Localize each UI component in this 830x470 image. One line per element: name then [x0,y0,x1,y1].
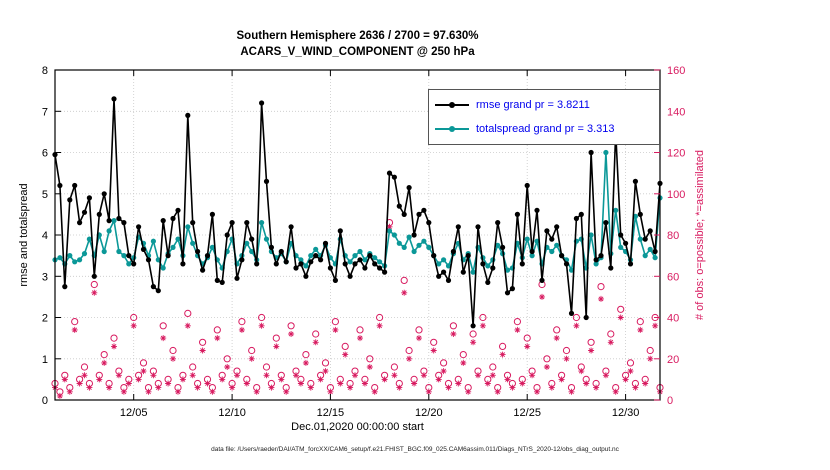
svg-text:20: 20 [667,354,679,366]
svg-text:3: 3 [42,271,48,283]
series-totalspread [52,149,663,275]
svg-text:160: 160 [667,65,685,77]
svg-text:0: 0 [42,395,48,407]
svg-text:0: 0 [667,395,673,407]
svg-text:12/30: 12/30 [612,407,640,419]
chart-title-line1: Southern Hemisphere 2636 / 2700 = 97.630… [236,30,479,42]
legend: rmse grand pr = 3.8211 totalspread grand… [428,89,660,145]
footer-datafile-path: data file: /Users/raeder/DAI/ATM_forcXX/… [211,446,619,453]
svg-text:100: 100 [667,189,685,201]
legend-swatch-rmse [435,100,469,110]
y-axis-label-right: # of obs: o=possible; *=assimilated [694,150,706,320]
legend-label-rmse: rmse grand pr = 3.8211 [476,99,590,111]
svg-text:12/05: 12/05 [120,407,148,419]
series-rmse [52,96,663,329]
legend-item-rmse: rmse grand pr = 3.8211 [435,94,653,116]
svg-text:12/10: 12/10 [218,407,246,419]
svg-text:80: 80 [667,230,679,242]
svg-text:120: 120 [667,148,685,160]
x-axis-label: Dec.01,2020 00:00:00 start [291,421,424,433]
svg-text:12/20: 12/20 [415,407,443,419]
svg-text:1: 1 [42,354,48,366]
legend-swatch-totalspread [435,124,469,134]
svg-text:2: 2 [42,313,48,325]
legend-label-totalspread: totalspread grand pr = 3.313 [476,123,615,135]
svg-text:8: 8 [42,65,48,77]
svg-text:12/15: 12/15 [317,407,345,419]
legend-item-totalspread: totalspread grand pr = 3.313 [435,118,653,140]
y-axis-label-left: rmse and totalspread [18,183,30,287]
svg-text:4: 4 [42,230,48,242]
svg-text:12/25: 12/25 [513,407,541,419]
chart-title-line2: ACARS_V_WIND_COMPONENT @ 250 hPa [240,46,475,58]
svg-text:140: 140 [667,106,685,118]
svg-text:40: 40 [667,313,679,325]
svg-text:5: 5 [42,189,48,201]
svg-text:60: 60 [667,271,679,283]
svg-text:6: 6 [42,148,48,160]
svg-text:7: 7 [42,106,48,118]
